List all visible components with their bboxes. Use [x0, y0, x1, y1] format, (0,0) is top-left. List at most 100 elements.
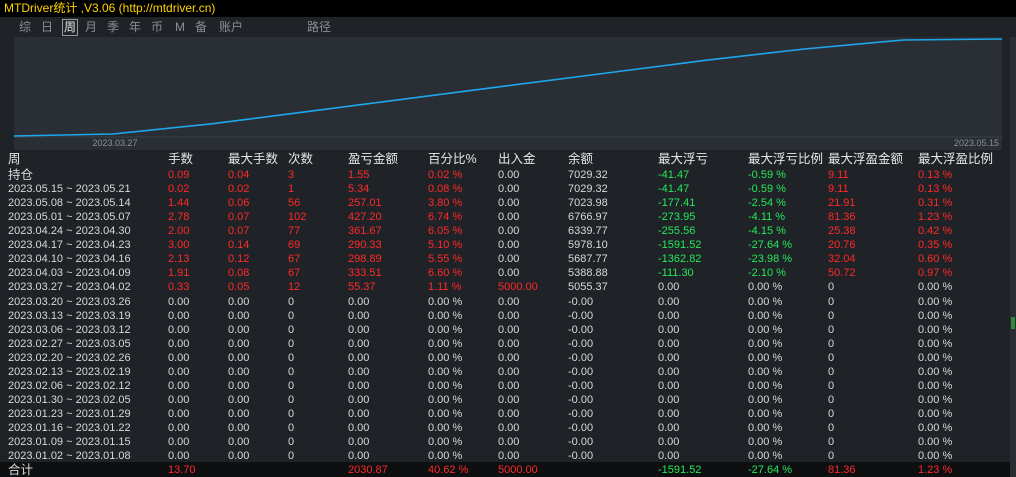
tab[interactable]: 账户: [219, 20, 244, 34]
column-header: 手数: [168, 152, 194, 166]
table-cell: -0.00: [568, 365, 594, 378]
table-cell: 0.00 %: [918, 407, 953, 420]
x-axis-label: 2023.03.27: [92, 138, 137, 148]
table-cell: -273.95: [658, 211, 696, 224]
table-cell: 0.00: [498, 183, 520, 196]
table-cell: 9.11: [828, 183, 849, 196]
table-cell: 0: [288, 407, 295, 420]
table-cell: 0: [828, 393, 835, 406]
table-cell: 0.00: [348, 351, 370, 364]
tab[interactable]: 月: [85, 20, 98, 34]
table-cell: 6.05 %: [428, 225, 463, 238]
column-header: 余额: [568, 152, 594, 166]
table-cell: 0.13 %: [918, 169, 953, 182]
table-cell: 0.00 %: [428, 379, 463, 392]
table-cell: 0.00 %: [428, 351, 463, 364]
table-cell: 0.00: [168, 337, 190, 350]
table-cell: 0.00 %: [918, 365, 953, 378]
table-cell: 0.00: [228, 351, 250, 364]
table-cell: 67: [288, 267, 301, 280]
table-cell: 333.51: [348, 267, 382, 280]
table-cell: 427.20: [348, 211, 382, 224]
table-cell: 5978.10: [568, 239, 608, 252]
table-cell: 55.37: [348, 281, 376, 294]
tab[interactable]: 周: [62, 19, 79, 36]
table-cell: 0: [828, 295, 835, 308]
table-cell: 0.00 %: [428, 309, 463, 322]
row-label: 2023.05.08 ~ 2023.05.14: [8, 197, 131, 210]
tab[interactable]: 季: [107, 20, 120, 34]
tab[interactable]: 币: [151, 20, 164, 34]
table-cell: 0.00: [168, 436, 190, 448]
table-cell: 0.00 %: [918, 323, 953, 336]
table-cell: 0.00 %: [918, 421, 953, 434]
tab[interactable]: 路径: [307, 20, 332, 34]
tab[interactable]: 日: [41, 20, 54, 34]
title: MTDriver统计 ,V3.06 (http://mtdriver.cn): [4, 1, 216, 15]
table-cell: 0.00: [498, 365, 520, 378]
table-cell: -0.00: [568, 379, 594, 392]
table-cell: 0: [288, 295, 295, 308]
tab[interactable]: 备: [195, 20, 208, 34]
table-cell: 0.00: [348, 436, 370, 448]
tab[interactable]: 年: [129, 20, 142, 34]
table-cell: -0.00: [568, 309, 594, 322]
table-cell: 0: [828, 421, 835, 434]
scroll-thumb[interactable]: [1011, 317, 1015, 329]
table-cell: 1.11 %: [428, 281, 462, 294]
column-header: 最大手数: [228, 152, 279, 166]
table-cell: 0.00: [228, 407, 250, 420]
table-cell: 0.00: [498, 225, 520, 238]
table-cell: 0.00 %: [918, 436, 953, 448]
table-cell: 0: [828, 323, 835, 336]
table-cell: -0.00: [568, 351, 594, 364]
table-cell: 0.00: [168, 323, 190, 336]
table-cell: 0.00 %: [918, 450, 953, 463]
table-cell: 0.00: [658, 309, 680, 322]
table-cell: -0.00: [568, 393, 594, 406]
scrollbar[interactable]: [1010, 37, 1016, 477]
table-cell: 0.00: [658, 436, 680, 448]
table-cell: 0.00: [168, 379, 190, 392]
table-cell: 0.00: [228, 379, 250, 392]
table-cell: 0: [288, 436, 295, 448]
column-header: 次数: [288, 152, 314, 166]
table-cell: 0.00 %: [428, 393, 463, 406]
table-cell: 0.00: [228, 421, 250, 434]
table-cell: 298.89: [348, 253, 382, 266]
table-cell: 3.00: [168, 239, 190, 252]
tab[interactable]: M: [175, 20, 185, 34]
table-cell: 0.00: [348, 323, 370, 336]
table-cell: 0.31 %: [918, 197, 953, 210]
table-cell: 3.80 %: [428, 197, 463, 210]
table-cell: 0.00: [228, 295, 250, 308]
table-cell: -1362.82: [658, 253, 702, 266]
table-cell: 0.00: [658, 450, 680, 463]
row-label: 2023.04.10 ~ 2023.04.16: [8, 253, 131, 266]
table-cell: 2.00: [168, 225, 190, 238]
table-cell: 0: [828, 351, 835, 364]
table-cell: 0.00: [658, 393, 680, 406]
table-cell: 0.00 %: [748, 379, 783, 392]
table-cell: 0.00 %: [918, 379, 953, 392]
table-cell: 0: [288, 351, 295, 364]
table-cell: 0.00 %: [748, 393, 783, 406]
table-cell: 0.00: [498, 450, 520, 463]
row-label: 2023.02.20 ~ 2023.02.26: [8, 351, 131, 364]
row-label: 2023.01.23 ~ 2023.01.29: [8, 407, 131, 420]
table-cell: 5000.00: [498, 281, 538, 294]
table-cell: 0.00: [498, 407, 520, 420]
tab[interactable]: 综: [19, 20, 32, 34]
table-cell: -2.54 %: [748, 197, 786, 210]
table-cell: 0.08 %: [428, 183, 463, 196]
table-cell: 0.00: [228, 393, 250, 406]
table-cell: -1591.52: [658, 239, 702, 252]
table-cell: -0.00: [568, 421, 594, 434]
table-cell: 0.00 %: [748, 281, 783, 294]
table-cell: 5687.77: [568, 253, 608, 266]
total-cell: -27.64 %: [748, 464, 793, 477]
row-label: 2023.03.20 ~ 2023.03.26: [8, 295, 131, 308]
table-cell: 0.00: [348, 393, 370, 406]
table-cell: 0: [288, 337, 295, 350]
